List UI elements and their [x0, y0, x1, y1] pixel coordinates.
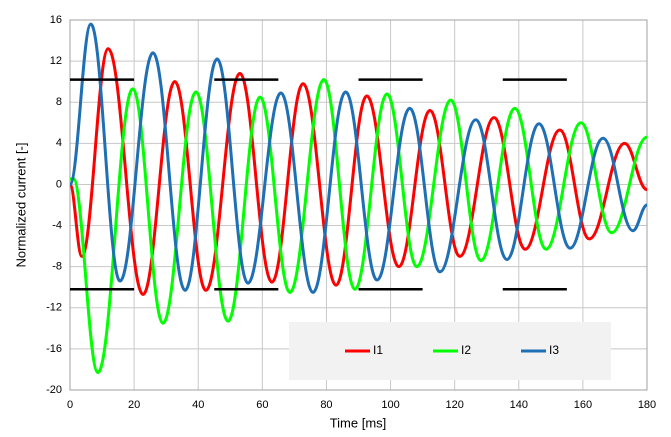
y-tick-label: 16 — [50, 14, 62, 26]
x-tick-label: 100 — [381, 399, 399, 411]
series-line — [68, 47, 648, 296]
y-tick-label: 0 — [56, 178, 62, 190]
y-tick-label: 8 — [56, 96, 62, 108]
lines — [68, 22, 648, 375]
x-tick-label: 80 — [320, 399, 332, 411]
x-tick-label: 0 — [67, 399, 73, 411]
y-axis-title: Normalized current [-] — [13, 143, 28, 268]
y-tick-label: 12 — [50, 55, 62, 67]
x-tick-label: 60 — [256, 399, 268, 411]
y-tick-label: -16 — [46, 343, 62, 355]
y-tick-label: 4 — [56, 137, 62, 149]
x-tick-label: 140 — [510, 399, 528, 411]
x-tick-label: 20 — [128, 399, 140, 411]
x-axis-title: Time [ms] — [330, 415, 387, 430]
legend-label: I2 — [461, 343, 471, 357]
x-tick-label: 180 — [638, 399, 656, 411]
x-tick-label: 120 — [445, 399, 463, 411]
legend-label: I3 — [549, 343, 559, 357]
y-tick-label: -12 — [46, 302, 62, 314]
legend-label: I1 — [373, 343, 383, 357]
y-tick-label: -20 — [46, 384, 62, 396]
y-tick-label: -8 — [52, 261, 62, 273]
x-tick-label: 160 — [574, 399, 592, 411]
legend: I1 I2 I3 — [345, 343, 559, 357]
x-tick-label: 40 — [192, 399, 204, 411]
y-tick-label: -4 — [52, 219, 62, 231]
series-line — [68, 22, 648, 294]
